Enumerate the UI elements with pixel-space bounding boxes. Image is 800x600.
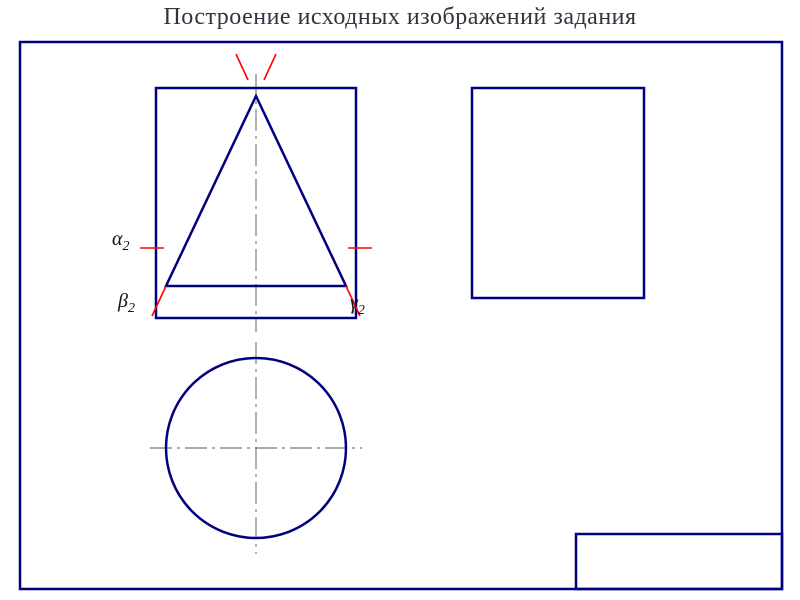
label-gamma2: γ2 (350, 292, 365, 319)
label-beta2: β2 (118, 290, 135, 317)
label-alpha2: α2 (112, 228, 130, 255)
page-title: Построение исходных изображений задания (0, 4, 800, 31)
